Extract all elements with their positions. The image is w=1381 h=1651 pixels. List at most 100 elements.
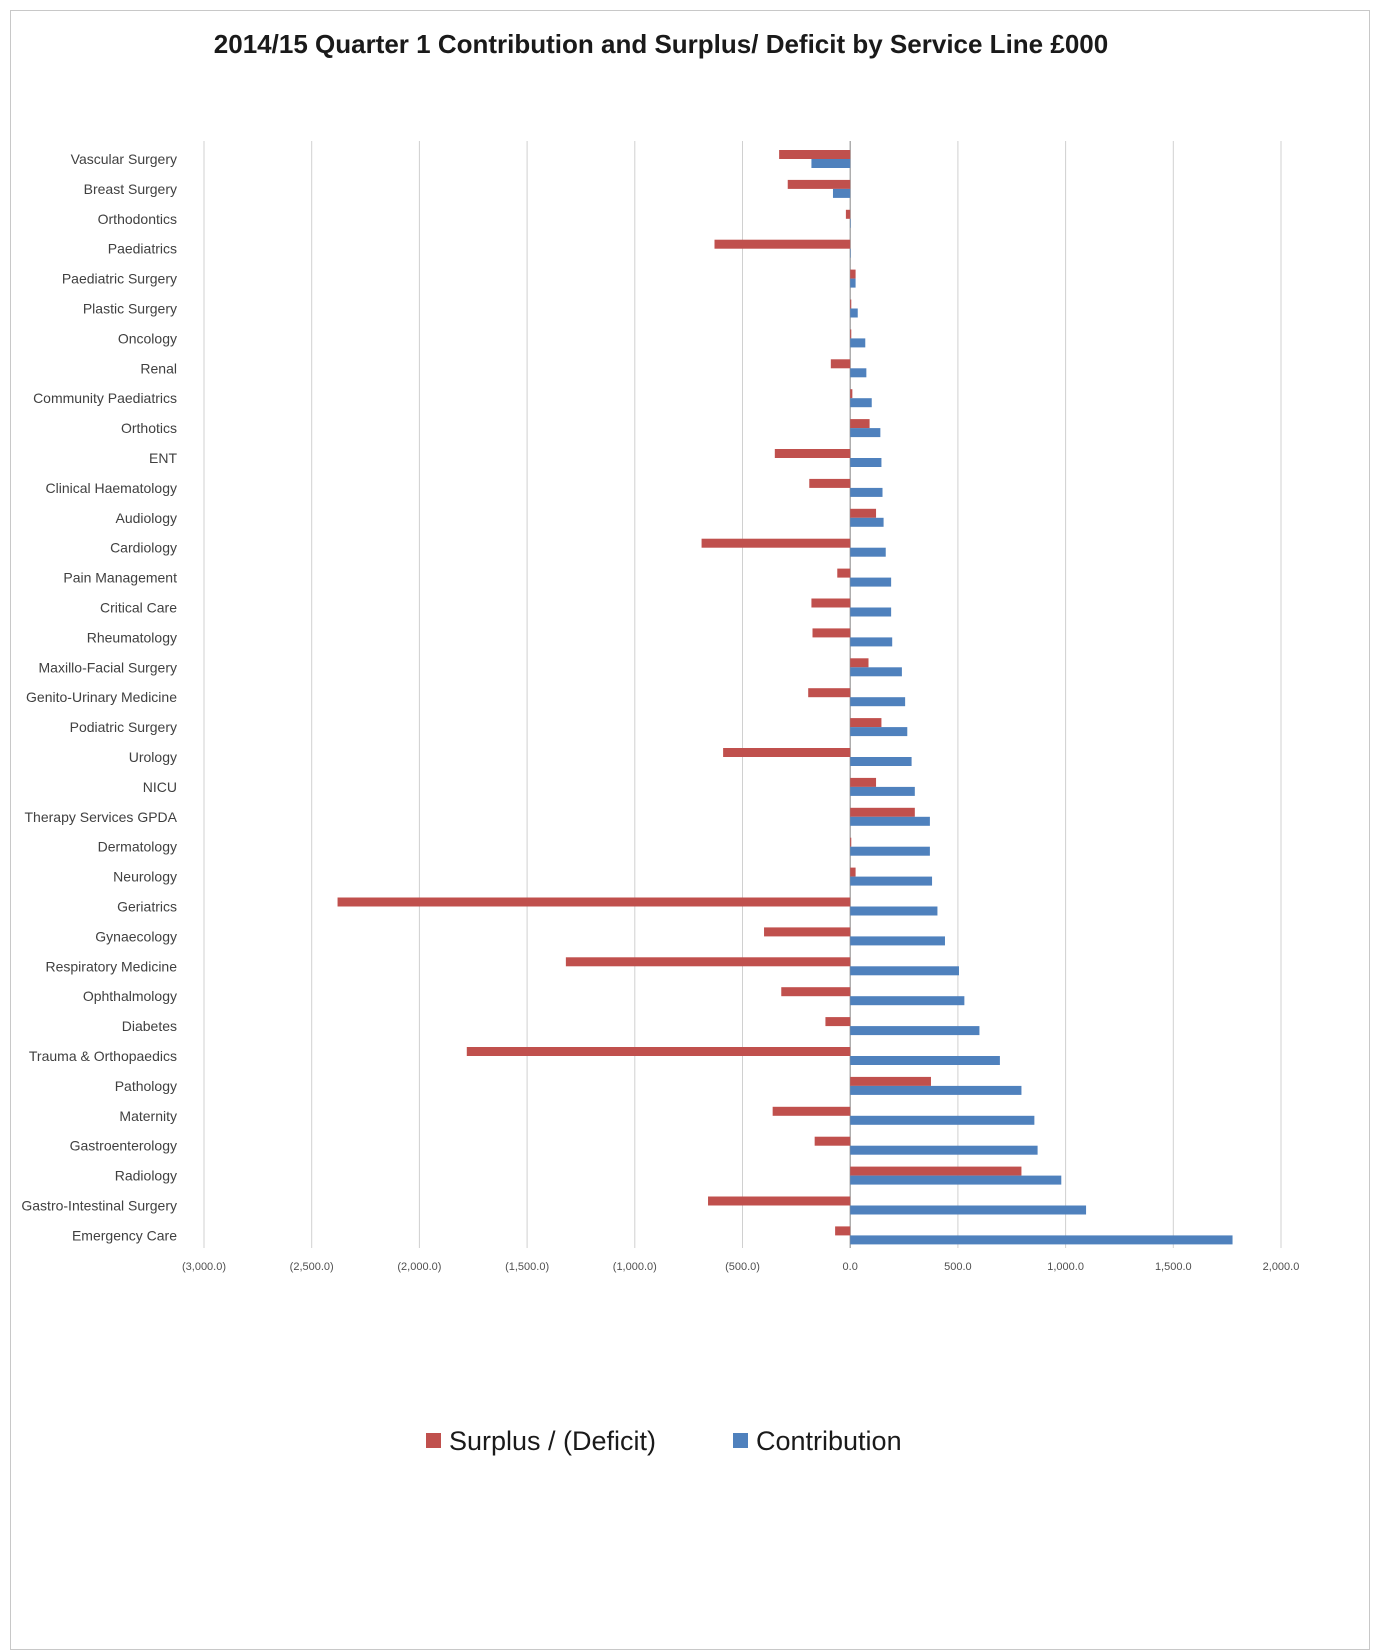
contribution-bar [850, 757, 912, 766]
category-label: Radiology [115, 1168, 177, 1184]
category-label: Cardiology [110, 540, 177, 556]
contribution-bar [850, 1235, 1233, 1245]
legend-label-surplus-deficit: Surplus / (Deficit) [449, 1426, 656, 1456]
chart-svg: 2014/15 Quarter 1 Contribution and Surpl… [21, 29, 1299, 1456]
x-tick-labels: (3,000.0) (2,500.0) (2,000.0) (1,500.0) (1,0… [182, 1261, 1299, 1273]
category-label: Neurology [113, 869, 177, 885]
contribution-bar [850, 1205, 1087, 1215]
x-tick-label: 0.0 [843, 1261, 858, 1273]
x-tick-label: (1,000.0) [613, 1261, 657, 1273]
contribution-bar [850, 577, 892, 587]
surplus-deficit-bar [850, 837, 852, 847]
category-label: Audiology [116, 510, 178, 526]
surplus-deficit-bar [850, 508, 877, 518]
category-label: Gastroenterology [70, 1138, 177, 1154]
contribution-bar [850, 876, 933, 886]
surplus-deficit-bar [812, 628, 851, 638]
surplus-deficit-bar [830, 359, 851, 369]
contribution-bar [850, 1026, 980, 1036]
x-tick-label: (1,500.0) [505, 1261, 549, 1273]
surplus-deficit-bar [850, 777, 877, 787]
category-label: Gynaecology [95, 928, 177, 944]
surplus-deficit-bar [808, 688, 851, 698]
surplus-deficit-bar [850, 1166, 1022, 1176]
contribution-bar [850, 458, 882, 467]
x-tick-label: 2,000.0 [1263, 1261, 1300, 1273]
contribution-bar [850, 278, 856, 288]
surplus-deficit-bar [337, 897, 851, 907]
category-label: Therapy Services GPDA [25, 809, 178, 825]
contribution-bar [850, 248, 851, 258]
surplus-deficit-bar [814, 1136, 851, 1146]
category-label: ENT [149, 450, 177, 466]
contribution-bar [850, 368, 867, 378]
legend: Surplus / (Deficit) Contribution [426, 1426, 902, 1456]
category-label: Breast Surgery [84, 181, 177, 197]
contribution-bar [850, 517, 884, 527]
surplus-deficit-bar [764, 927, 851, 937]
grid-lines [203, 141, 1282, 1248]
surplus-deficit-bar [850, 329, 852, 339]
contribution-bar [850, 1085, 1022, 1095]
surplus-deficit-bar [850, 269, 856, 279]
surplus-deficit-bar [850, 389, 853, 399]
category-label: Orthodontics [98, 211, 177, 227]
category-label: Geriatrics [117, 899, 177, 915]
contribution-bar [811, 159, 851, 168]
legend-label-contribution: Contribution [756, 1426, 902, 1456]
surplus-deficit-bar [850, 867, 856, 877]
category-label: Trauma & Orthopaedics [29, 1048, 177, 1064]
category-label: Clinical Haematology [45, 480, 177, 496]
category-label: Gastro-Intestinal Surgery [21, 1198, 177, 1214]
contribution-bar [850, 487, 883, 497]
category-labels: Vascular Surgery Breast Surgery Orthodonti… [21, 151, 177, 1243]
surplus-deficit-bar [850, 658, 869, 668]
category-label: Renal [140, 360, 177, 376]
category-label: Pain Management [63, 570, 177, 586]
surplus-deficit-bar [787, 179, 851, 189]
surplus-deficit-bar [701, 538, 851, 548]
contribution-bar [850, 996, 965, 1006]
surplus-deficit-bar [779, 150, 851, 159]
category-label: Maxillo-Facial Surgery [39, 659, 177, 675]
surplus-deficit-bar [837, 568, 851, 578]
contribution-bar [850, 1145, 1038, 1155]
x-tick-label: (2,000.0) [397, 1261, 441, 1273]
surplus-deficit-bar [723, 748, 851, 757]
category-label: Plastic Surgery [83, 301, 177, 317]
category-label: Maternity [119, 1108, 177, 1124]
contribution-bar [850, 786, 915, 796]
category-label: Vascular Surgery [71, 151, 177, 167]
contribution-bar [850, 1115, 1035, 1125]
surplus-deficit-bar [809, 478, 851, 488]
surplus-deficit-bar [781, 987, 851, 997]
surplus-deficit-bar [850, 419, 870, 429]
category-label: Paediatric Surgery [62, 271, 177, 287]
contribution-bar [850, 218, 851, 228]
x-tick-label: (2,500.0) [290, 1261, 334, 1273]
contribution-bar [850, 308, 858, 318]
surplus-deficit-bar [714, 239, 851, 249]
category-label: Orthotics [121, 420, 177, 436]
contribution-bar [850, 637, 893, 647]
category-label: Diabetes [122, 1018, 177, 1034]
x-tick-label: 500.0 [944, 1261, 972, 1273]
surplus-deficit-bar [772, 1106, 851, 1116]
surplus-deficit-bar [850, 807, 915, 817]
contribution-bar [850, 846, 930, 856]
contribution-bar [850, 936, 945, 946]
contribution-bar [850, 1056, 1000, 1065]
bars [337, 150, 1233, 1245]
contribution-bar [850, 398, 872, 408]
surplus-deficit-bar [850, 299, 852, 309]
contribution-bar [850, 906, 938, 916]
chart-frame: 2014/15 Quarter 1 Contribution and Surpl… [10, 10, 1370, 1650]
contribution-bar [850, 816, 930, 826]
contribution-bar [850, 727, 908, 737]
surplus-deficit-bar [845, 209, 851, 219]
x-tick-label: (500.0) [725, 1261, 760, 1273]
surplus-deficit-bar [835, 1226, 851, 1236]
category-label: Rheumatology [87, 629, 177, 645]
surplus-deficit-bar [708, 1196, 851, 1206]
chart-title: 2014/15 Quarter 1 Contribution and Surpl… [214, 29, 1108, 59]
